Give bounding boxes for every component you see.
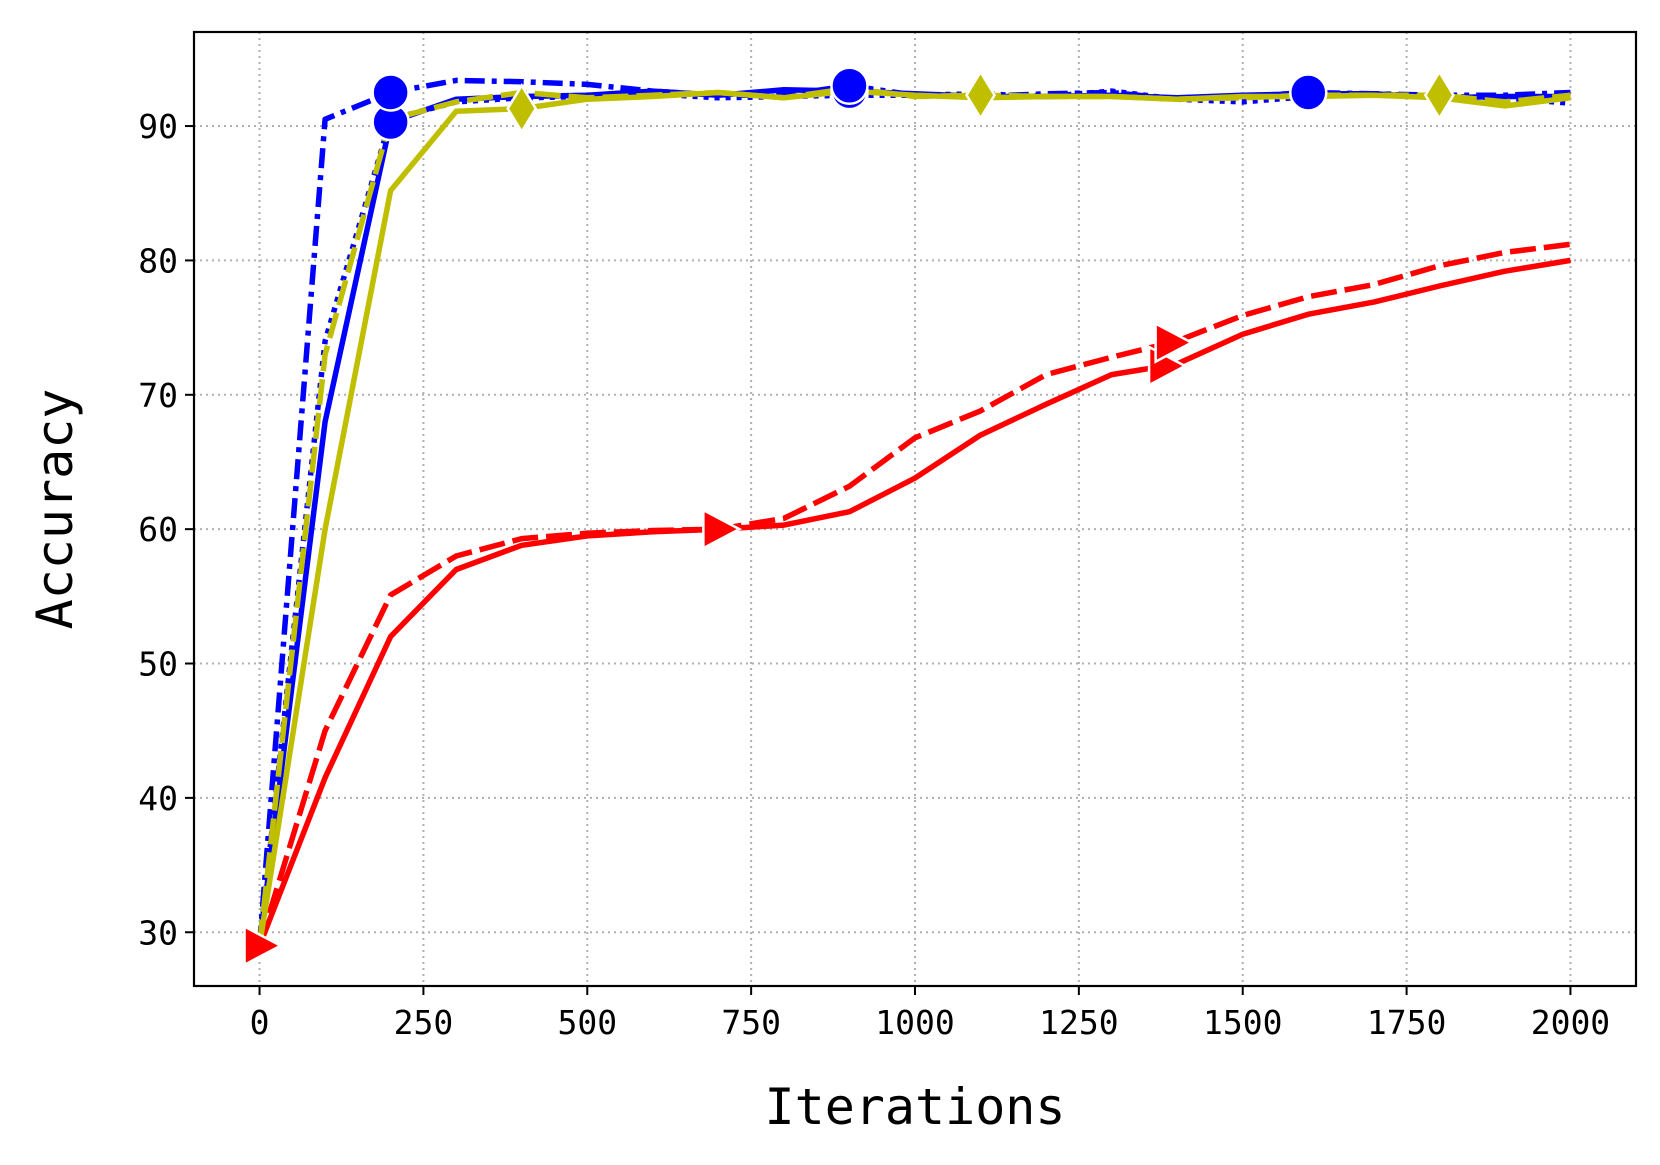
diamond-marker: [965, 69, 997, 121]
y-tick-label: 70: [138, 376, 178, 415]
y-tick-label: 90: [138, 107, 178, 146]
series-line-5: [256, 241, 1571, 947]
grid-lines: [194, 32, 1636, 986]
x-tick-label: 500: [557, 1003, 617, 1042]
circle-marker: [830, 66, 869, 105]
x-tick-label: 0: [250, 1003, 270, 1042]
y-axis-ticks: 30 40 50 60 70 80 90: [138, 107, 194, 952]
y-tick-label: 30: [138, 913, 178, 952]
x-axis-label: Iterations: [764, 1078, 1065, 1136]
x-axis-ticks: 0 250 500 750 1000 1250 1500 1750 2000: [250, 986, 1610, 1042]
diamond-marker: [1423, 69, 1455, 121]
x-tick-label: 1250: [1039, 1003, 1118, 1042]
x-tick-label: 2000: [1531, 1003, 1610, 1042]
y-tick-label: 80: [138, 241, 178, 280]
series-line-7: [256, 85, 1571, 947]
data-markers: [243, 66, 1455, 967]
triangle-marker: [1154, 321, 1195, 364]
triangle-marker: [243, 924, 284, 967]
y-tick-label: 40: [138, 779, 178, 818]
triangle-marker: [702, 508, 743, 551]
x-tick-label: 1500: [1203, 1003, 1282, 1042]
y-tick-label: 60: [138, 510, 178, 549]
data-series: [256, 77, 1571, 947]
circle-marker: [1289, 73, 1328, 112]
x-tick-label: 750: [721, 1003, 781, 1042]
y-axis-label: Accuracy: [26, 389, 84, 630]
x-tick-label: 1750: [1367, 1003, 1446, 1042]
circle-marker: [371, 73, 410, 112]
x-tick-label: 1000: [875, 1003, 954, 1042]
series-line-4: [256, 257, 1571, 947]
diamond-marker: [506, 83, 538, 134]
x-tick-label: 250: [394, 1003, 454, 1042]
y-tick-label: 50: [138, 645, 178, 684]
